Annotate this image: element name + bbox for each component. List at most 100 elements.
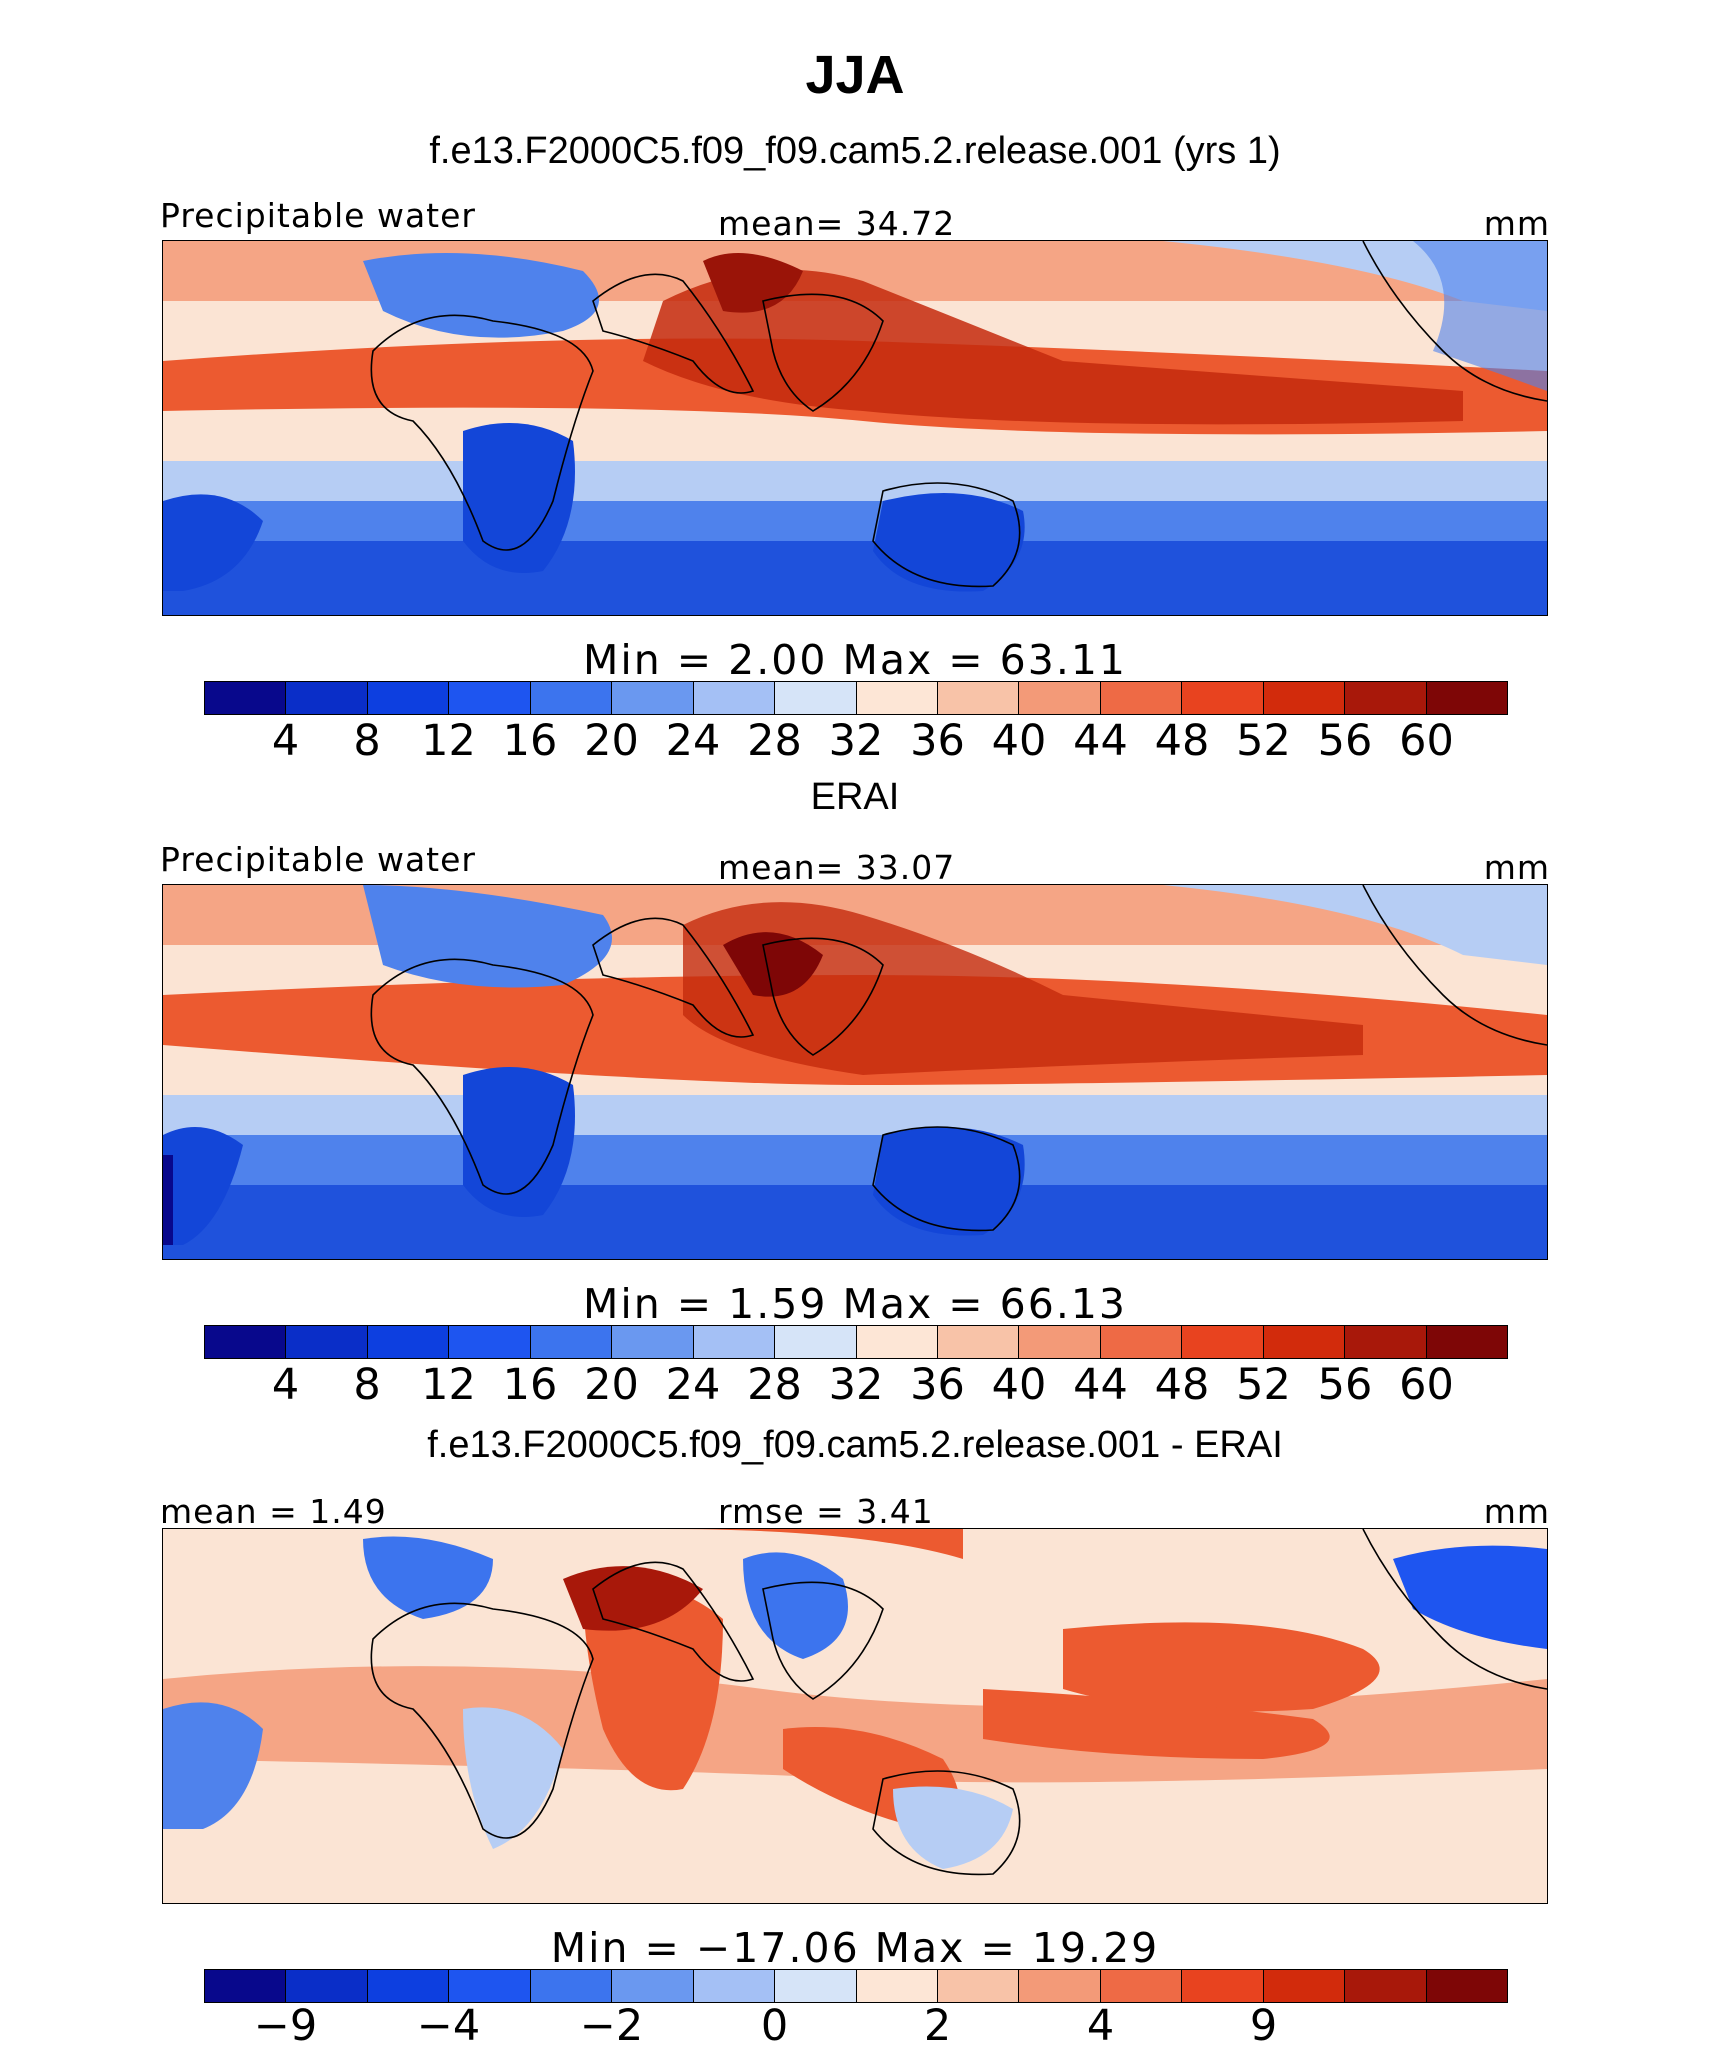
colorbar-1-cell <box>530 1326 613 1358</box>
panel-2-case-title: ERAI <box>810 776 900 818</box>
colorbar-tick-label: 4 <box>271 1360 300 1410</box>
colorbar-2-cell <box>449 1970 531 2002</box>
panel-3-colorbar-ticks: −9 −4 −2 0 2 4 9 <box>0 2001 1710 2051</box>
colorbar-tick-label: 16 <box>502 716 558 766</box>
colorbar-1-cell <box>205 1326 287 1358</box>
panel-2-variable-label: Precipitable water <box>160 840 476 879</box>
colorbar-1-cell <box>612 1326 694 1358</box>
panel-2-map <box>162 884 1548 1260</box>
colorbar-tick-label: 60 <box>1399 1360 1454 1410</box>
panel-3-units-label: mm <box>1483 1492 1550 1531</box>
panel-1-map <box>162 240 1548 616</box>
colorbar-0-cell <box>367 682 450 714</box>
panel-3-case-title: f.e13.F2000C5.f09_f09.cam5.2.release.001… <box>427 1424 1283 1466</box>
colorbar-tick-label: −2 <box>579 2001 644 2051</box>
colorbar-tick-label: 44 <box>1073 716 1128 766</box>
colorbar-2-cell <box>937 1970 1020 2002</box>
colorbar-0-cell <box>530 682 613 714</box>
panel-1-mean-label: mean= 34.72 <box>718 204 956 243</box>
colorbar-2-cell <box>775 1970 857 2002</box>
colorbar-1-cell <box>775 1326 857 1358</box>
colorbar-0-cell <box>1263 682 1346 714</box>
colorbar-tick-label: 0 <box>760 2001 789 2051</box>
panel-3-diff-svg <box>163 1529 1547 1903</box>
colorbar-tick-label: 36 <box>910 716 965 766</box>
panel-2-field-svg <box>163 885 1547 1259</box>
colorbar-0-cell <box>775 682 857 714</box>
colorbar-2-cell <box>856 1970 938 2002</box>
colorbar-tick-label: 44 <box>1073 1360 1128 1410</box>
colorbar-tick-label: 40 <box>991 1360 1047 1410</box>
colorbar-0-cell <box>1182 682 1264 714</box>
colorbar-tick-label: 52 <box>1236 1360 1291 1410</box>
colorbar-tick-label: 28 <box>747 716 802 766</box>
panel-1-colorbar <box>204 681 1508 715</box>
colorbar-tick-label: 24 <box>665 716 721 766</box>
colorbar-2-cell <box>1426 1970 1507 2002</box>
panel-3-map <box>162 1528 1548 1904</box>
colorbar-0-cell <box>205 682 287 714</box>
colorbar-2-cell <box>205 1970 287 2002</box>
colorbar-tick-label: 56 <box>1317 716 1373 766</box>
panel-2-colorbar <box>204 1325 1508 1359</box>
colorbar-tick-label: 32 <box>828 1360 884 1410</box>
colorbar-tick-label: −4 <box>416 2001 481 2051</box>
colorbar-0-cell <box>286 682 368 714</box>
colorbar-tick-label: 4 <box>1086 2001 1115 2051</box>
colorbar-tick-label: 9 <box>1249 2001 1278 2051</box>
colorbar-1-cell <box>286 1326 368 1358</box>
colorbar-tick-label: 60 <box>1399 716 1454 766</box>
colorbar-tick-label: 12 <box>421 1360 476 1410</box>
figure-title: JJA <box>805 45 905 105</box>
colorbar-tick-label: 48 <box>1154 1360 1210 1410</box>
colorbar-tick-label: 4 <box>271 716 300 766</box>
colorbar-0-cell <box>1345 682 1427 714</box>
colorbar-2-cell <box>1019 1970 1101 2002</box>
panel-2-colorbar-ticks: 4 8 12 16 20 24 28 32 36 40 44 48 52 56 60 <box>0 1360 1710 1410</box>
colorbar-2-cell <box>286 1970 368 2002</box>
colorbar-2-cell <box>1100 1970 1183 2002</box>
colorbar-tick-label: 56 <box>1317 1360 1373 1410</box>
colorbar-1-cell <box>1182 1326 1264 1358</box>
panel-1-case-title: f.e13.F2000C5.f09_f09.cam5.2.release.001… <box>429 130 1281 172</box>
colorbar-2-cell <box>1345 1970 1427 2002</box>
colorbar-2-cell <box>1182 1970 1264 2002</box>
colorbar-tick-label: 32 <box>828 716 884 766</box>
colorbar-1-cell <box>856 1326 938 1358</box>
colorbar-tick-label: 12 <box>421 716 476 766</box>
colorbar-1-cell <box>449 1326 531 1358</box>
colorbar-1-cell <box>367 1326 450 1358</box>
colorbar-2-cell <box>612 1970 694 2002</box>
colorbar-0-cell <box>1426 682 1507 714</box>
colorbar-tick-label: 28 <box>747 1360 802 1410</box>
colorbar-1-cell <box>693 1326 776 1358</box>
panel-1-variable-label: Precipitable water <box>160 196 476 235</box>
colorbar-0-cell <box>856 682 938 714</box>
colorbar-1-cell <box>1426 1326 1507 1358</box>
panel-3-minmax: Min = −17.06 Max = 19.29 <box>550 1924 1160 1972</box>
colorbar-1-cell <box>1019 1326 1101 1358</box>
panel-1-units-label: mm <box>1483 204 1550 243</box>
panel-3-colorbar <box>204 1969 1508 2003</box>
colorbar-0-cell <box>612 682 694 714</box>
colorbar-0-cell <box>1019 682 1101 714</box>
colorbar-tick-label: 24 <box>665 1360 721 1410</box>
colorbar-0-cell <box>449 682 531 714</box>
colorbar-tick-label: 52 <box>1236 716 1291 766</box>
colorbar-tick-label: −9 <box>253 2001 318 2051</box>
colorbar-1-cell <box>1345 1326 1427 1358</box>
colorbar-2-cell <box>693 1970 776 2002</box>
colorbar-tick-label: 2 <box>923 2001 952 2051</box>
panel-1-minmax: Min = 2.00 Max = 63.11 <box>582 636 1128 684</box>
colorbar-2-cell <box>367 1970 450 2002</box>
colorbar-tick-label: 8 <box>353 716 381 766</box>
colorbar-tick-label: 36 <box>910 1360 965 1410</box>
colorbar-0-cell <box>937 682 1020 714</box>
colorbar-0-cell <box>693 682 776 714</box>
colorbar-0-cell <box>1100 682 1183 714</box>
colorbar-tick-label: 20 <box>584 1360 639 1410</box>
panel-2-units-label: mm <box>1483 848 1550 887</box>
colorbar-tick-label: 8 <box>353 1360 381 1410</box>
colorbar-tick-label: 40 <box>991 716 1047 766</box>
panel-3-rmse-label: rmse = 3.41 <box>718 1492 934 1531</box>
